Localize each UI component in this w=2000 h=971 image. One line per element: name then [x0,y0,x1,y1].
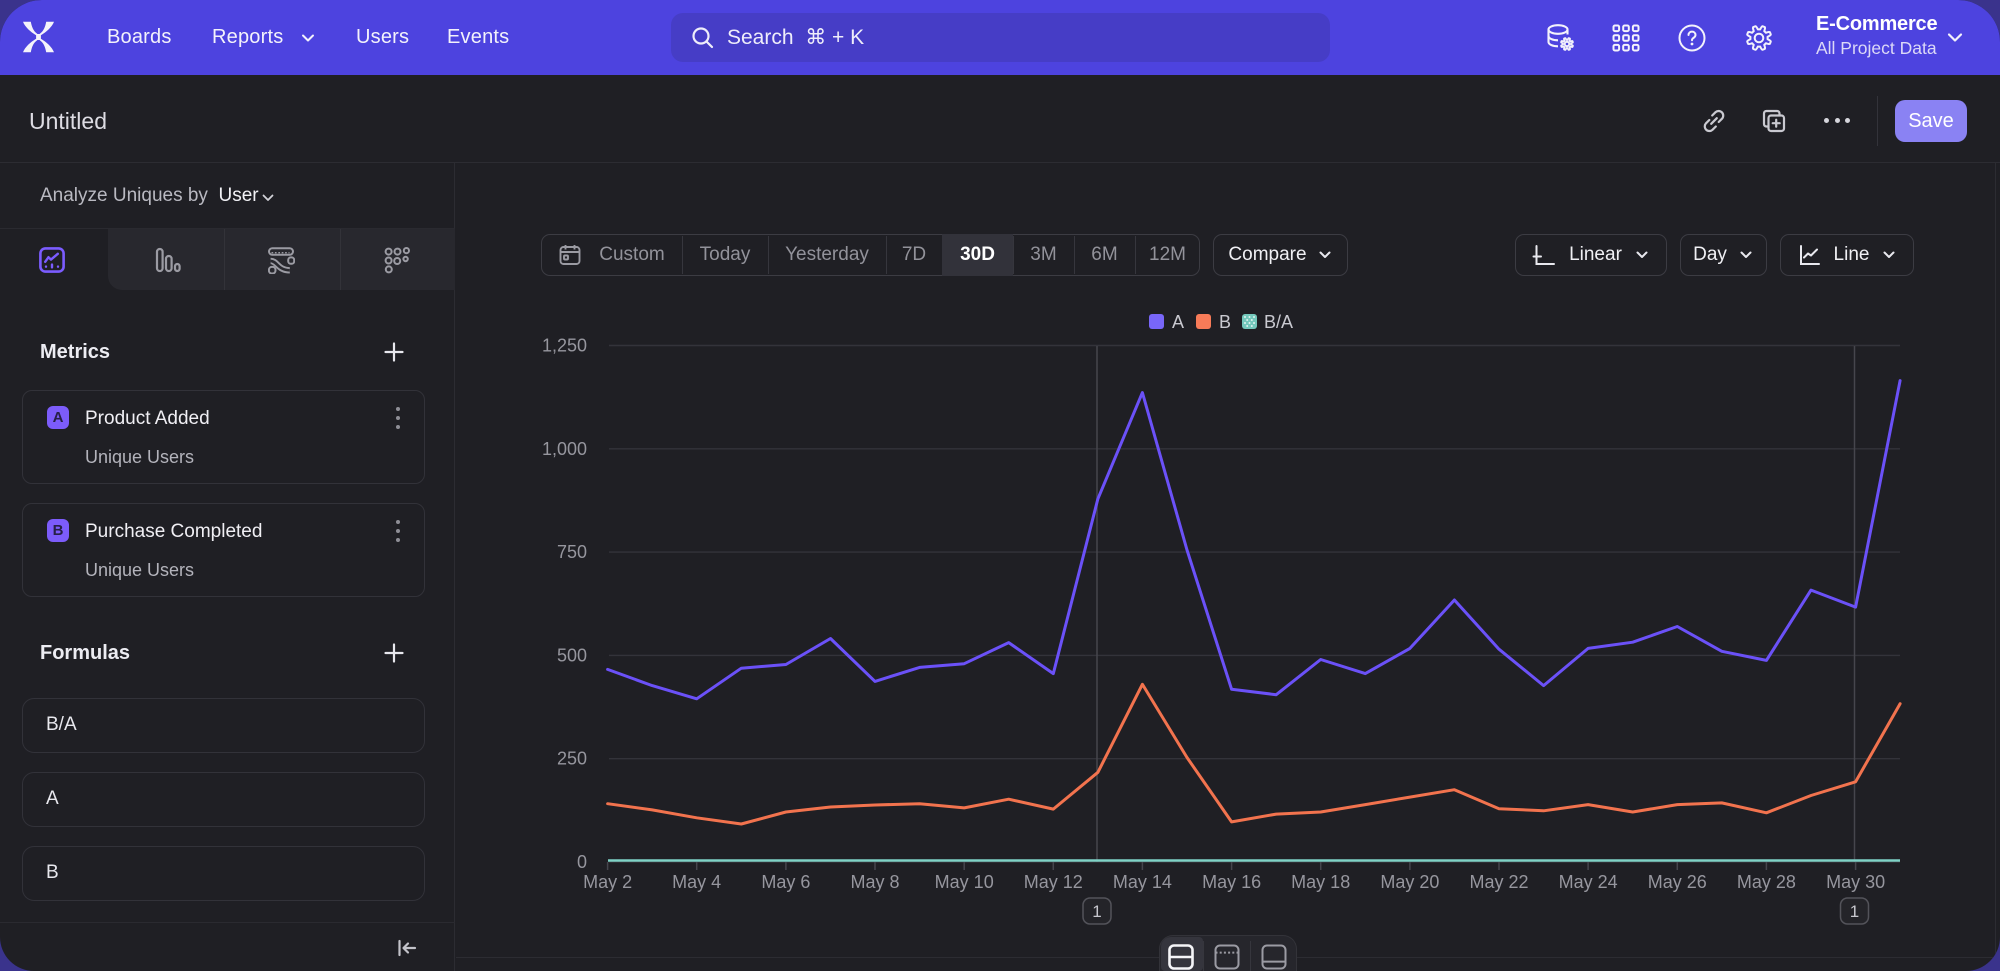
svg-text:250: 250 [557,749,587,769]
svg-text:500: 500 [557,645,587,665]
svg-text:May 12: May 12 [1024,872,1083,892]
svg-text:May 18: May 18 [1291,872,1350,892]
svg-text:May 22: May 22 [1469,872,1528,892]
svg-text:May 30: May 30 [1826,872,1885,892]
svg-text:May 26: May 26 [1648,872,1707,892]
svg-text:May 28: May 28 [1737,872,1796,892]
svg-text:May 2: May 2 [583,872,632,892]
svg-text:1: 1 [1092,902,1101,921]
svg-text:1: 1 [1850,902,1859,921]
svg-text:May 10: May 10 [935,872,994,892]
svg-text:May 24: May 24 [1559,872,1618,892]
svg-text:750: 750 [557,542,587,562]
svg-text:May 6: May 6 [761,872,810,892]
svg-text:May 16: May 16 [1202,872,1261,892]
svg-text:May 20: May 20 [1380,872,1439,892]
svg-text:May 8: May 8 [850,872,899,892]
svg-text:May 4: May 4 [672,872,721,892]
svg-text:1,250: 1,250 [542,336,587,356]
svg-text:1,000: 1,000 [542,439,587,459]
svg-text:May 14: May 14 [1113,872,1172,892]
svg-text:0: 0 [577,852,587,872]
